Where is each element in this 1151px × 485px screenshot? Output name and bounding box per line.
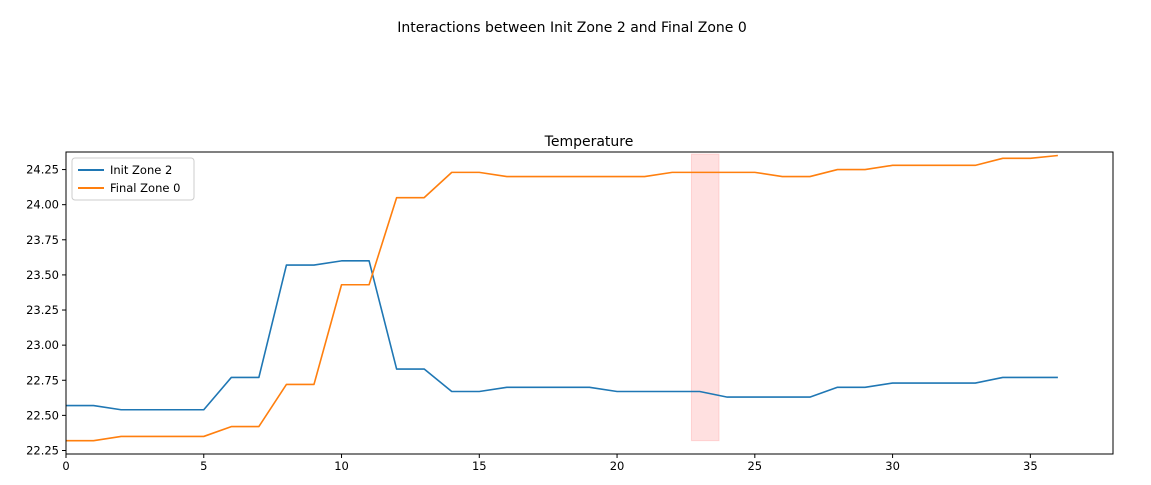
y-tick-label: 22.75: [26, 373, 59, 387]
legend-box: [71, 157, 195, 201]
legend-label-final-zone-0: Final Zone 0: [110, 181, 180, 195]
series-line-1: [66, 154, 1058, 442]
x-tick-label: 15: [472, 459, 487, 473]
x-tick-label: 5: [200, 459, 207, 473]
legend: Init Zone 2 Final Zone 0: [71, 157, 195, 201]
y-tick-label: 24.25: [26, 163, 59, 177]
figure-suptitle: Interactions between Init Zone 2 and Fin…: [397, 20, 746, 36]
highlight-span-layer: [690, 153, 720, 442]
plot-frame: [65, 151, 1114, 455]
y-axis: 22.25 22.50 22.75 23.00 23.25 23.50 23.75 24.00…: [26, 163, 66, 457]
chart-title: Temperature: [544, 134, 634, 150]
y-tick-label: 24.00: [26, 198, 59, 212]
x-tick-label: 20: [610, 459, 625, 473]
y-tick-label: 22.25: [26, 443, 59, 457]
y-tick-label: 23.75: [26, 233, 59, 247]
highlight-span: [690, 153, 720, 442]
series-line-0: [66, 260, 1058, 411]
x-tick-label: 30: [885, 459, 900, 473]
y-tick-label: 23.00: [26, 338, 59, 352]
x-tick-label: 10: [334, 459, 349, 473]
x-tick-label: 0: [62, 459, 69, 473]
legend-label-init-zone-2: Init Zone 2: [110, 163, 172, 177]
y-tick-label: 23.50: [26, 268, 59, 282]
y-tick-label: 22.50: [26, 408, 59, 422]
series-layer: [66, 154, 1058, 442]
y-tick-label: 23.25: [26, 303, 59, 317]
x-tick-label: 35: [1023, 459, 1038, 473]
x-axis: 0 5 10 15 20 25 30 35: [62, 454, 1038, 473]
x-tick-label: 25: [747, 459, 762, 473]
